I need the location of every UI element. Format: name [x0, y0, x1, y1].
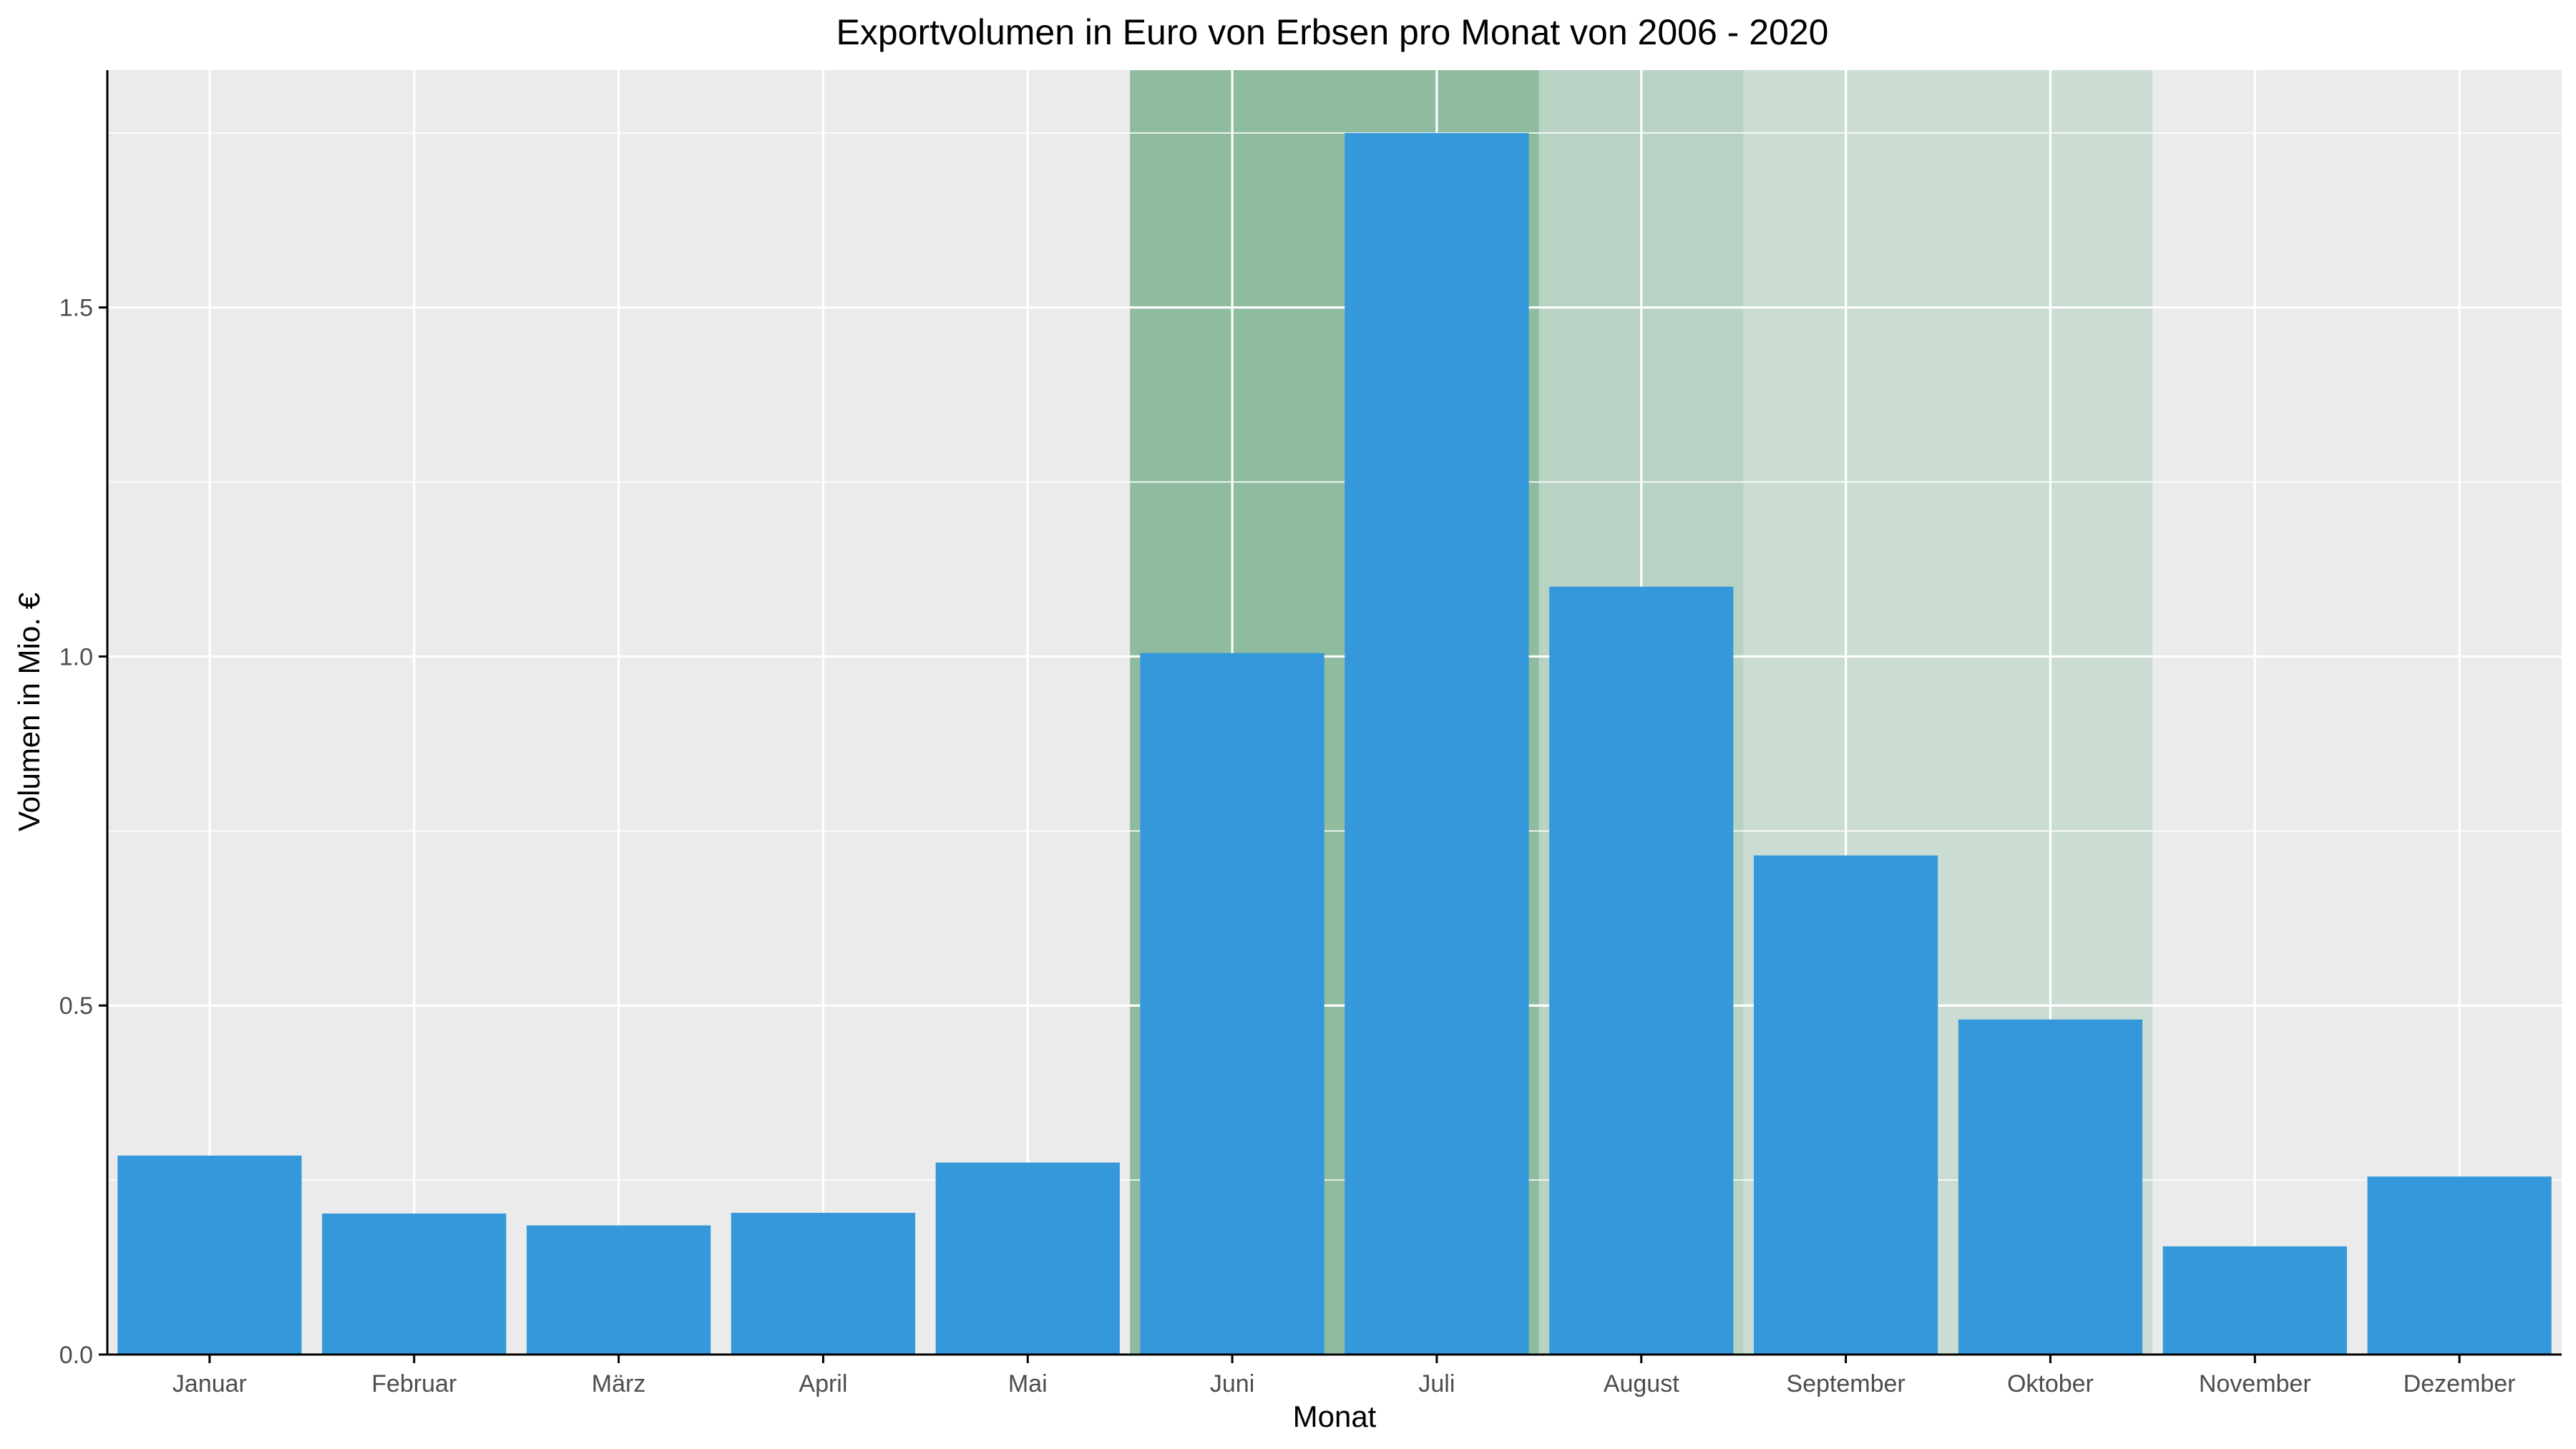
y-tick-label: 1.0: [59, 643, 93, 670]
x-axis-title: Monat: [1293, 1400, 1377, 1433]
x-tick-label: April: [799, 1370, 847, 1397]
x-tick-label: Juli: [1418, 1370, 1455, 1397]
bar-februar: [322, 1213, 507, 1355]
x-tick-label: Juni: [1210, 1370, 1254, 1397]
chart-title: Exportvolumen in Euro von Erbsen pro Mon…: [836, 12, 1829, 52]
bar-september: [1753, 855, 1938, 1355]
bar-juni: [1140, 653, 1324, 1355]
bar-dezember: [2367, 1176, 2552, 1355]
y-tick-label: 0.5: [59, 992, 93, 1020]
y-tick-label: 1.5: [59, 295, 93, 322]
x-tick-label: November: [2199, 1370, 2311, 1397]
x-tick-label: Oktober: [2007, 1370, 2094, 1397]
bar-juli: [1345, 132, 1529, 1355]
bar-märz: [526, 1225, 711, 1355]
bar-mai: [935, 1162, 1120, 1355]
x-tick-label: August: [1604, 1370, 1679, 1397]
x-tick-label: Januar: [172, 1370, 247, 1397]
x-tick-label: Februar: [371, 1370, 457, 1397]
bars: [117, 132, 2552, 1355]
bar-april: [731, 1212, 916, 1355]
x-tick-label: Dezember: [2404, 1370, 2516, 1397]
axes: [99, 70, 2562, 1363]
y-tick-label: 0.0: [59, 1342, 93, 1369]
y-tick-labels: 0.0 0.5 1.0 1.5: [59, 295, 93, 1369]
x-tick-label: März: [592, 1370, 646, 1397]
x-tick-label: Mai: [1008, 1370, 1048, 1397]
x-tick-label: September: [1786, 1370, 1905, 1397]
bar-oktober: [1958, 1019, 2143, 1355]
bar-august: [1549, 586, 1734, 1355]
y-axis-title: Volumen in Mio. €: [12, 592, 46, 831]
x-tick-labels: Januar Februar März April Mai Juni Juli August S…: [172, 1370, 2516, 1397]
bar-januar: [117, 1155, 302, 1355]
bar-november: [2162, 1246, 2347, 1355]
